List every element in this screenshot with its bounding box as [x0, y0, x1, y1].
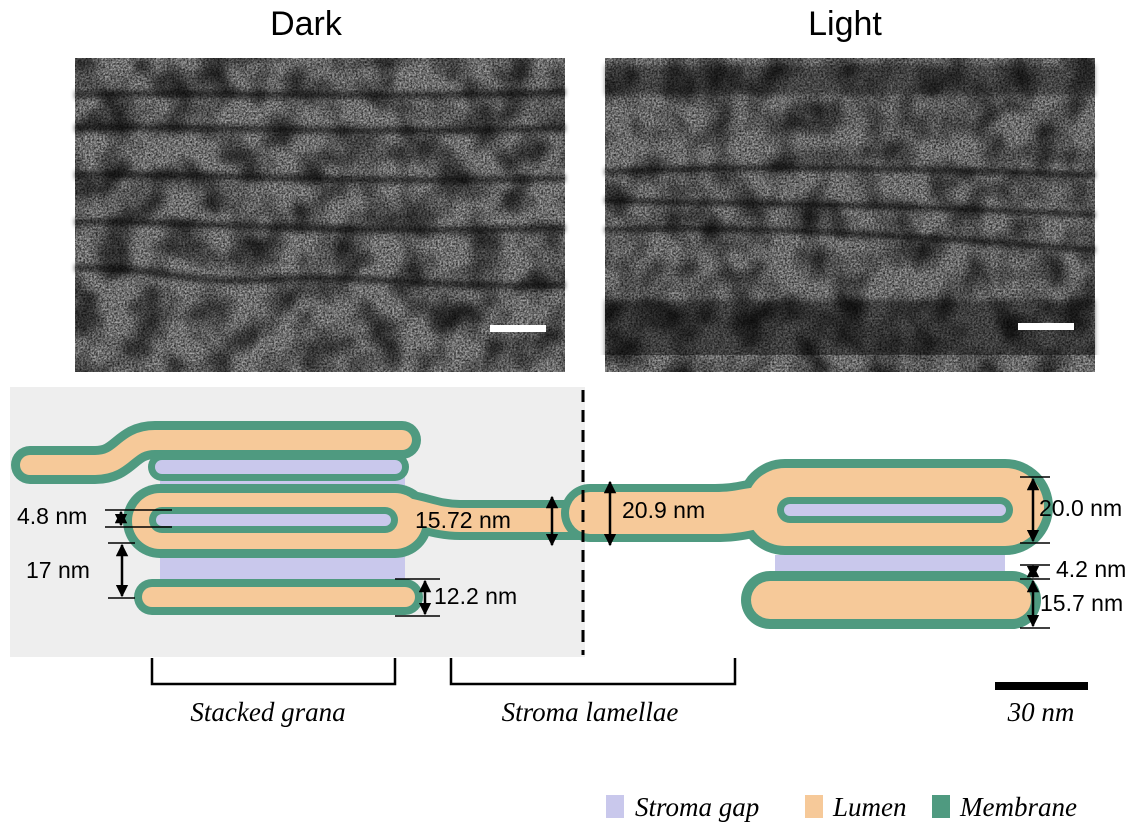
- schematic: [10, 387, 1012, 657]
- figure: Dark Light: [0, 0, 1148, 826]
- scale-bar: [995, 682, 1088, 690]
- legend-swatch: [932, 795, 950, 818]
- bracket: [451, 658, 735, 684]
- micrograph-light: [605, 58, 1095, 372]
- region-label: Stacked grana: [190, 697, 345, 727]
- measurement-label: 4.8 nm: [17, 503, 87, 529]
- legend-label: Membrane: [959, 792, 1077, 822]
- region-label: Stroma lamellae: [502, 697, 679, 727]
- measurement-label: 12.2 nm: [434, 583, 517, 609]
- measurement-label: 15.72 nm: [415, 507, 511, 533]
- bracket: [152, 658, 395, 684]
- legend-swatch: [805, 795, 823, 818]
- measurement-label: 15.7 nm: [1040, 590, 1123, 616]
- panel-title: Light: [808, 5, 882, 43]
- measurement-label: 17 nm: [26, 557, 90, 583]
- scale-bar-label: 30 nm: [1007, 697, 1075, 727]
- measurement-label: 4.2 nm: [1056, 556, 1126, 582]
- measurement-label: 20.9 nm: [622, 497, 705, 523]
- measurement-label: 20.0 nm: [1039, 495, 1122, 521]
- micrograph-dark: [75, 58, 565, 372]
- panel-title: Dark: [270, 5, 343, 43]
- legend-swatch: [606, 795, 624, 818]
- legend-label: Lumen: [832, 792, 907, 822]
- legend-label: Stroma gap: [635, 792, 759, 822]
